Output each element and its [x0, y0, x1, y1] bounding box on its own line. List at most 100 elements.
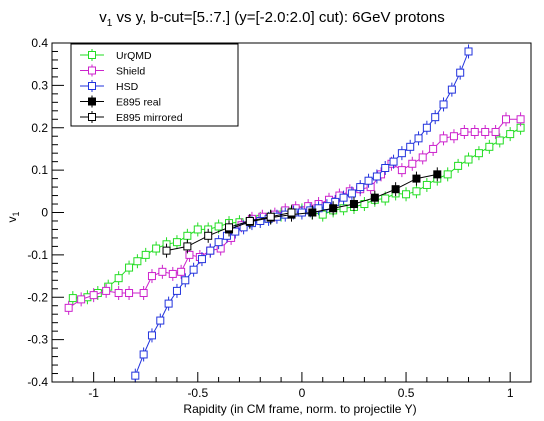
data-point [391, 185, 400, 194]
data-point [372, 172, 381, 181]
legend-marker [88, 51, 96, 59]
legend-box [70, 43, 239, 127]
data-point [349, 200, 358, 209]
data-point [214, 222, 223, 231]
y-tick-label: 0 [41, 206, 48, 220]
legend-label: HSD [116, 81, 139, 93]
legend: UrQMD Shield HSD E895 real E895 mirrored [70, 43, 239, 127]
data-point [485, 142, 494, 151]
data-point [474, 149, 483, 158]
data-point [431, 113, 440, 122]
data-point [168, 269, 177, 278]
data-point [172, 286, 181, 295]
data-point [125, 263, 134, 272]
data-point [152, 244, 161, 253]
data-point [339, 204, 348, 213]
x-tick-label: 0.5 [398, 386, 415, 400]
y-tick-label: 0.2 [31, 121, 48, 135]
data-point [297, 208, 306, 217]
data-point [418, 153, 427, 162]
data-point [516, 115, 525, 124]
data-point [402, 190, 411, 199]
data-point [245, 216, 254, 225]
y-tick-label: 0.1 [31, 163, 48, 177]
data-point [456, 68, 465, 77]
data-point [429, 144, 438, 153]
data-point [197, 255, 206, 264]
data-point [449, 132, 458, 141]
data-point [225, 223, 234, 232]
data-point [181, 276, 190, 285]
data-point [422, 180, 431, 189]
data-point [147, 331, 156, 340]
data-point [443, 170, 452, 179]
data-point [68, 294, 77, 303]
data-point [183, 242, 192, 251]
y-tick-label: -0.4 [27, 375, 48, 389]
data-point [433, 170, 442, 179]
data-point [381, 194, 390, 203]
data-point [329, 204, 338, 213]
data-point [172, 238, 181, 247]
data-point [164, 299, 173, 308]
data-point [318, 210, 327, 219]
data-point [414, 134, 423, 143]
data-point [460, 127, 469, 136]
data-point [183, 231, 192, 240]
data-point [439, 134, 448, 143]
data-point [158, 267, 167, 276]
data-point [287, 208, 296, 217]
data-point [177, 267, 186, 276]
data-point [506, 130, 515, 139]
series-e895-mirrored [162, 205, 296, 258]
data-point [406, 142, 415, 151]
data-point [495, 136, 504, 145]
data-point [464, 155, 473, 164]
data-point [502, 115, 511, 124]
data-point [347, 189, 356, 198]
data-point [412, 187, 421, 196]
data-point [64, 303, 73, 312]
legend-marker [88, 82, 96, 90]
data-point [447, 85, 456, 94]
data-point [147, 272, 156, 281]
data-point [397, 166, 406, 175]
data-point [339, 193, 348, 202]
data-point [131, 371, 140, 380]
legend-label: E895 mirrored [116, 112, 183, 124]
data-point [141, 250, 150, 259]
data-point [206, 246, 215, 255]
data-point [356, 183, 365, 192]
data-point [214, 238, 223, 247]
data-point [77, 295, 86, 304]
data-point [125, 289, 134, 298]
data-point [308, 208, 317, 217]
y-tick-label: 0.4 [31, 36, 48, 50]
legend-marker [88, 113, 96, 121]
x-tick-label: 0 [299, 386, 306, 400]
x-tick-label: 1 [507, 386, 514, 400]
data-point [314, 204, 323, 213]
data-point [481, 127, 490, 136]
y-tick-label: -0.3 [27, 333, 48, 347]
legend-label: Shield [116, 66, 145, 78]
data-point [397, 149, 406, 158]
data-point [185, 250, 194, 259]
data-point [162, 246, 171, 255]
data-point [412, 174, 421, 183]
data-point [381, 164, 390, 173]
axis-ticks: -1 -0.5 0 0.5 1 -0.4 -0.3 -0.2 -0.1 0 0.1 0.2 0.3 0.4 [27, 36, 532, 400]
data-point [204, 231, 213, 240]
data-point [102, 286, 111, 295]
legend-label: UrQMD [116, 50, 152, 62]
y-tick-label: -0.1 [27, 248, 48, 262]
data-point [139, 289, 148, 298]
x-tick-label: -0.5 [187, 386, 208, 400]
plot-frame [51, 42, 532, 383]
y-axis-label: v1 [5, 211, 21, 222]
data-point [89, 291, 98, 300]
data-point [193, 225, 202, 234]
data-point [370, 193, 379, 202]
legend-marker [88, 97, 96, 106]
